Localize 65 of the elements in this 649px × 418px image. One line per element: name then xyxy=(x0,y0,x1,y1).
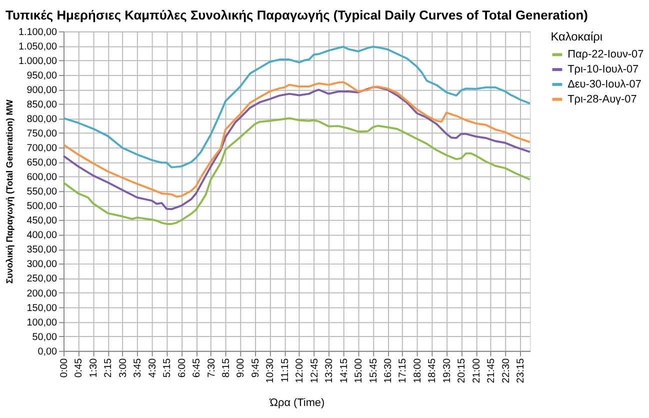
x-tick-label: 15:45 xyxy=(368,358,380,384)
x-tick-label: 4:30 xyxy=(147,358,158,378)
x-tick-label: 2:15 xyxy=(103,358,114,378)
y-tick-label: 500,00 xyxy=(26,201,58,212)
x-tick-label: 12:45 xyxy=(309,358,320,384)
y-tick-label: 150,00 xyxy=(26,302,58,314)
chart-title: Τυπικές Ημερήσιες Καμπύλες Συνολικής Παραγωγής (Typical Daily Curves of Total Generation) xyxy=(6,7,588,22)
x-tick-label: 7:30 xyxy=(206,358,218,378)
y-tick-label: 100,00 xyxy=(26,317,58,328)
y-tick-label: 700,00 xyxy=(26,143,58,154)
y-tick-label: 1.050,00 xyxy=(18,41,58,52)
x-tick-label: 5:15 xyxy=(162,358,174,378)
x-tick-label: 20:15 xyxy=(456,358,468,384)
legend-label: Παρ-22-Ιουν-07 xyxy=(568,48,644,61)
x-tick-label: 0:00 xyxy=(58,358,70,378)
x-tick-label: 6:45 xyxy=(192,358,203,378)
x-tick-label: 19:30 xyxy=(442,358,453,384)
y-tick-label: 250,00 xyxy=(26,274,58,285)
y-tick-label: 600,00 xyxy=(26,172,58,184)
y-tick-label: 550,00 xyxy=(26,186,58,198)
y-tick-label: 850,00 xyxy=(26,99,58,110)
x-tick-label: 16:30 xyxy=(383,358,394,384)
y-tick-label: 0,00 xyxy=(38,346,58,358)
x-axis-title: Ώρα (Time) xyxy=(268,396,325,409)
x-tick-label: 8:15 xyxy=(221,358,232,378)
x-tick-label: 6:00 xyxy=(176,358,188,378)
x-tick-label: 3:45 xyxy=(132,358,144,378)
x-tick-label: 12:00 xyxy=(294,358,306,384)
x-tick-label: 0:45 xyxy=(74,358,85,378)
x-tick-label: 18:45 xyxy=(427,358,438,384)
legend-label: Τρι-28-Αυγ-07 xyxy=(568,93,637,106)
legend-title: Καλοκαίρι xyxy=(550,29,603,44)
y-tick-label: 750,00 xyxy=(26,128,58,140)
x-tick-label: 14:15 xyxy=(338,358,350,384)
x-tick-label: 3:00 xyxy=(118,358,129,378)
x-tick-label: 9:00 xyxy=(236,358,247,378)
y-tick-label: 300,00 xyxy=(26,259,58,270)
x-tick-label: 18:00 xyxy=(412,358,424,384)
y-axis-title: Συνολική Παραγωγή (Total Generation) MW xyxy=(4,98,14,284)
y-tick-label: 200,00 xyxy=(26,288,58,300)
x-tick-label: 15:00 xyxy=(354,358,365,384)
x-tick-label: 22:30 xyxy=(500,358,512,384)
y-tick-label: 950,00 xyxy=(26,70,58,82)
legend-label: Δευ-30-Ιουλ-07 xyxy=(568,78,642,90)
y-tick-label: 1.000,00 xyxy=(18,56,58,67)
line-series xyxy=(62,46,531,168)
x-tick-label: 11:15 xyxy=(280,358,291,382)
y-tick-label: 1.100,00 xyxy=(18,26,58,38)
y-tick-label: 450,00 xyxy=(26,216,58,227)
y-tick-label: 900,00 xyxy=(26,84,58,96)
x-tick-label: 9:45 xyxy=(250,358,262,378)
y-tick-label: 800,00 xyxy=(26,114,58,125)
x-tick-label: 21:00 xyxy=(471,358,482,384)
y-tick-label: 400,00 xyxy=(26,230,58,242)
legend-label: Τρι-10-Ιουλ-07 xyxy=(568,64,639,76)
x-tick-label: 23:15 xyxy=(516,358,527,384)
y-tick-label: 50,00 xyxy=(32,332,58,343)
x-tick-label: 1:30 xyxy=(88,358,100,378)
y-tick-label: 650,00 xyxy=(26,158,58,169)
y-tick-label: 350,00 xyxy=(26,244,58,256)
line-series xyxy=(62,117,531,225)
x-tick-label: 21:45 xyxy=(486,358,498,384)
x-tick-label: 13:30 xyxy=(324,358,336,384)
x-tick-label: 17:15 xyxy=(398,358,409,384)
x-tick-label: 10:30 xyxy=(265,358,276,384)
